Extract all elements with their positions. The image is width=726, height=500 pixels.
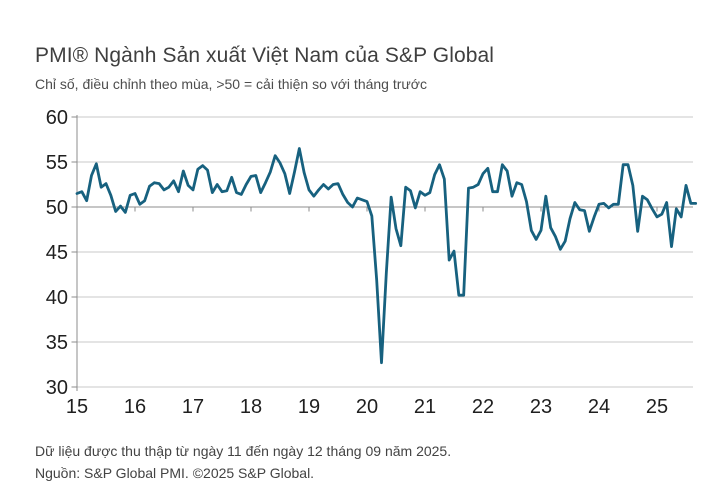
x-tick-label: 23 [530,396,552,418]
chart-subtitle: Chỉ số, điều chỉnh theo mùa, >50 = cải t… [35,76,427,92]
y-tick-label: 30 [46,377,68,399]
x-tick-label: 22 [472,396,494,418]
x-tick-label: 18 [240,396,262,418]
axes [71,115,658,391]
footer-source-note: Nguồn: S&P Global PMI. ©2025 S&P Global. [35,465,315,481]
pmi-series-line [75,147,698,365]
x-tick-label: 19 [298,396,320,418]
footer-notes: Dữ liệu được thu thập từ ngày 11 đến ngà… [35,440,451,484]
x-tick-label: 17 [182,396,204,418]
y-tick-label: 35 [46,332,68,354]
x-tick-label: 15 [66,396,88,418]
y-tick-label: 40 [46,287,68,309]
x-tick-label: 24 [588,396,610,418]
x-tick-label: 20 [356,396,378,418]
y-tick-label: 45 [46,242,68,264]
axis-tick-labels: 30 35 40 45 50 55 60 15 16 17 18 19 20 21 22 23 24 25 [46,107,668,418]
footer-collection-note: Dữ liệu được thu thập từ ngày 11 đến ngà… [35,443,452,459]
chart-title: PMI® Ngành Sản xuất Việt Nam của S&P Glo… [35,44,495,67]
gridlines [77,116,693,388]
x-tick-label: 16 [124,396,146,418]
y-tick-label: 55 [46,152,68,174]
x-tick-label: 25 [646,396,668,418]
x-tick-label: 21 [414,396,436,418]
y-tick-label: 60 [46,107,68,129]
y-tick-label: 50 [46,197,68,219]
pmi-series [75,147,698,365]
